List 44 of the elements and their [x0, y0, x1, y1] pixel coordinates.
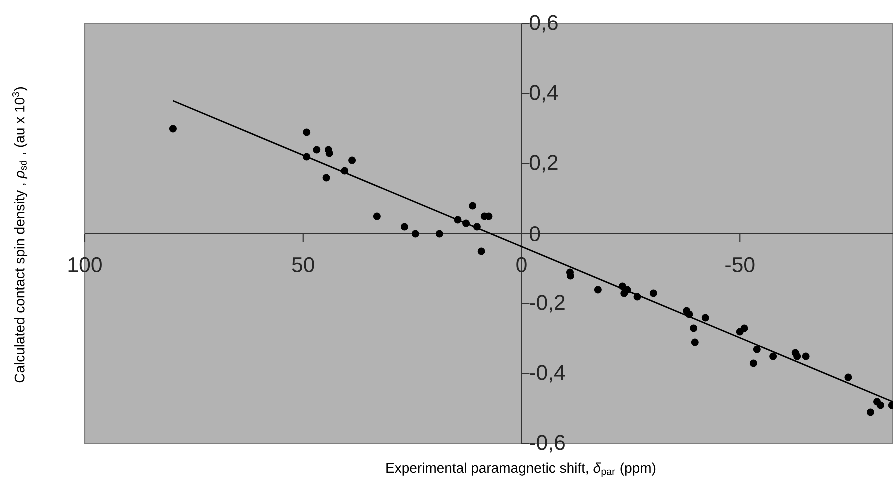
y-tick-label: 0,4 [530, 85, 558, 103]
y-tick-label: -0,4 [530, 365, 566, 383]
point [770, 352, 778, 360]
point [750, 360, 758, 368]
point [650, 290, 658, 298]
y-tick-label: -0,2 [530, 295, 565, 313]
point [303, 153, 311, 161]
x-tick-label: -50 [726, 257, 755, 272]
point [690, 324, 698, 332]
point [594, 286, 602, 294]
point [348, 156, 356, 164]
point [454, 216, 462, 224]
y-tick-label: -0,6 [530, 435, 565, 453]
point [844, 374, 852, 382]
point [473, 223, 481, 231]
point [169, 125, 177, 133]
point [400, 223, 408, 231]
point [686, 310, 694, 318]
point [740, 324, 748, 332]
y-tick-label: 0,6 [530, 15, 558, 33]
point [313, 146, 321, 154]
point [794, 352, 802, 360]
point [469, 202, 477, 210]
x-tick-label: 100 [68, 257, 102, 272]
point [326, 150, 334, 158]
point [412, 230, 420, 238]
point [691, 338, 699, 346]
point [373, 212, 381, 220]
point [478, 248, 486, 256]
point [634, 293, 642, 301]
y-axis-title: Calculated contact spin density , ρ$_{sd}$ , (au x 10$^{3}$) [12, 88, 28, 383]
point [303, 128, 311, 136]
point [702, 314, 710, 322]
point [341, 167, 349, 175]
x-tick-label: 50 [292, 257, 314, 272]
point [753, 346, 761, 354]
y-tick-label: 0,2 [530, 155, 558, 173]
point [802, 352, 810, 360]
x-axis-title: Experimental paramagnetic shift, δ$_{par}$ (ppm) [386, 462, 656, 478]
point [462, 220, 470, 228]
point [322, 174, 330, 182]
point [866, 408, 874, 416]
point [436, 230, 444, 238]
point [877, 402, 884, 410]
